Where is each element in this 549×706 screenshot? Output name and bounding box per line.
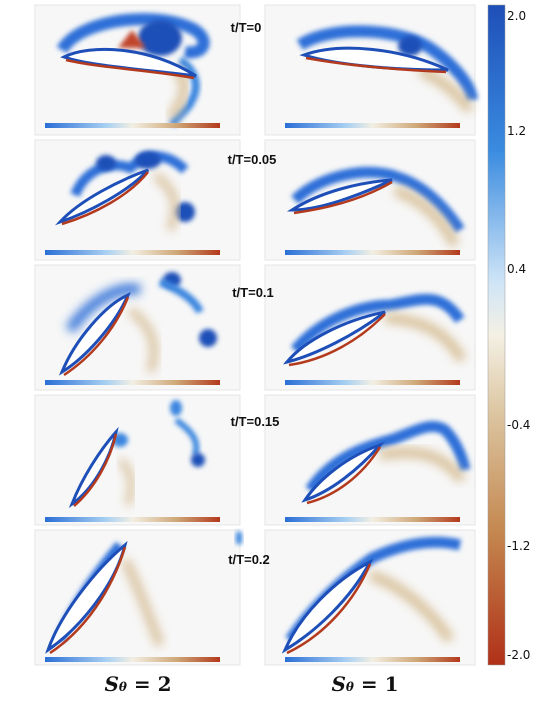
panel-left-t02 xyxy=(45,532,242,655)
column-label-left: Sθ = 2 xyxy=(104,672,172,696)
time-label-0: t/T=0 xyxy=(230,20,262,35)
colorbar-tick: -1.2 xyxy=(507,539,531,553)
colorbar xyxy=(487,4,506,666)
panel-right-t015 xyxy=(301,421,471,505)
mini-colorbars xyxy=(45,123,460,662)
time-label-4: t/T=0.2 xyxy=(228,552,270,567)
colorbar-tick: -0.4 xyxy=(507,418,531,432)
time-label-1: t/T=0.05 xyxy=(227,152,277,167)
colorbar-tick: 2.0 xyxy=(507,9,527,23)
colorbar-tick: 1.2 xyxy=(507,124,527,138)
colorbar-tick: 0.4 xyxy=(507,262,527,276)
panel-right-t02 xyxy=(281,536,462,655)
panel-left-t005 xyxy=(55,151,195,232)
time-label-2: t/T=0.1 xyxy=(232,285,274,300)
colorbar-tick: -2.0 xyxy=(507,648,531,662)
column-label-right: Sθ = 1 xyxy=(331,672,399,696)
panel-right-t005 xyxy=(286,166,465,248)
panel-left-t01 xyxy=(58,272,217,377)
panel-right-t01 xyxy=(282,293,467,367)
panel-left-t015 xyxy=(68,400,205,509)
panel-right-t0 xyxy=(296,25,478,114)
time-label-3: t/T=0.15 xyxy=(230,414,280,429)
panel-left-t0 xyxy=(56,13,210,128)
